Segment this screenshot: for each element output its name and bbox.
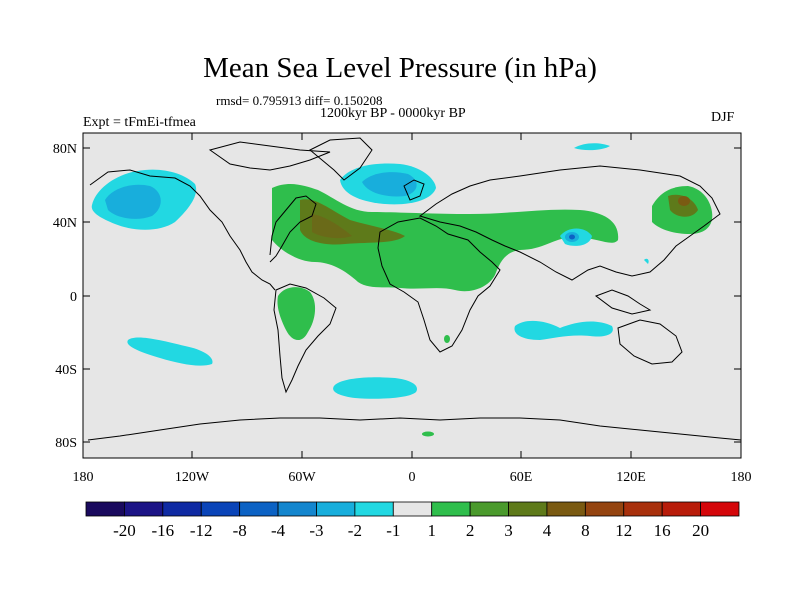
antarctic-small-high: [422, 431, 434, 437]
colorbar-swatch: [162, 501, 202, 517]
lon-ticks: [191, 133, 632, 458]
colorbar-label: 3: [504, 521, 513, 540]
lat-label: 80N: [53, 142, 77, 157]
colorbar-label: -4: [271, 521, 286, 540]
stats-label: rmsd= 0.795913 diff= 0.150208: [216, 93, 383, 108]
south-pacific-low: [127, 337, 213, 366]
indian-ocean-low: [514, 320, 613, 340]
colorbar-label: 2: [466, 521, 475, 540]
colorbar-label: -8: [233, 521, 247, 540]
south-atlantic-low: [333, 377, 418, 399]
colorbar-label: 16: [654, 521, 671, 540]
lat-label: 0: [70, 290, 77, 305]
colorbar-label: 4: [543, 521, 552, 540]
colorbar-label: 1: [427, 521, 436, 540]
pressure-anomaly-field: [87, 137, 741, 441]
colorbar-label: 8: [581, 521, 590, 540]
coast-canada-arctic: [208, 141, 331, 171]
arctic-low: [574, 143, 610, 151]
colorbar-swatch: [354, 501, 394, 517]
coastlines: [87, 137, 741, 441]
lon-label: 120W: [175, 470, 210, 485]
lon-label: 0: [409, 470, 416, 485]
experiment-label: Expt = tFmEi-tfmea: [83, 115, 196, 130]
colorbar-swatch: [661, 501, 701, 517]
colorbar-swatch: [316, 501, 356, 517]
colorbar-swatch: [200, 501, 241, 517]
coast-africa: [377, 217, 501, 353]
coast-greenland: [309, 137, 373, 181]
pacific-small-low: [644, 258, 649, 264]
icelandic-low-core: [362, 172, 417, 197]
colorbar-swatch: [623, 501, 663, 517]
colorbar-swatch: [508, 501, 548, 517]
coast-north-america-east: [269, 195, 317, 263]
colorbar-swatch: [392, 501, 433, 517]
lat-label: 40N: [53, 216, 77, 231]
colorbar-label: -16: [151, 521, 174, 540]
colorbar-label: -1: [386, 521, 400, 540]
colorbar-swatch: [239, 501, 279, 517]
coast-antarctica: [87, 417, 741, 441]
atlantic-high-inner-core: [312, 214, 352, 239]
colorbar-swatch: [700, 501, 740, 517]
japan-high-inner-core: [678, 196, 690, 206]
lon-label: 60W: [288, 470, 316, 485]
colorbar-swatch: [277, 501, 317, 517]
coast-eurasia: [418, 165, 721, 281]
colorbar-label: 20: [692, 521, 709, 540]
colorbar: -20 -16 -12 -8 -4 -3 -2 -1 1 2 3 4 8 12 16 20: [85, 501, 740, 540]
lon-label: 180: [73, 470, 94, 485]
colorbar-label: -2: [348, 521, 362, 540]
colorbar-swatch: [431, 501, 471, 517]
coast-south-america: [273, 283, 337, 394]
coast-australia: [617, 319, 683, 365]
tibet-low-inner-core: [569, 234, 575, 240]
season-label: DJF: [711, 110, 735, 125]
lat-ticks: [83, 147, 741, 443]
lon-label: 60E: [510, 470, 533, 485]
lon-label: 120E: [616, 470, 646, 485]
coast-indonesia: [594, 289, 652, 315]
coast-north-america-west: [89, 169, 276, 291]
colorbar-label: -20: [113, 521, 136, 540]
aleutian-low-core: [105, 184, 161, 219]
lon-label: 180: [731, 470, 752, 485]
lat-label: 80S: [55, 436, 77, 451]
colorbar-swatch: [85, 501, 125, 517]
south-america-high: [277, 287, 316, 341]
map-title: Mean Sea Level Pressure (in hPa): [203, 52, 597, 84]
north-atlantic-eurasia-high: [272, 184, 619, 292]
colorbar-swatch: [584, 501, 625, 517]
africa-small-high: [444, 335, 450, 343]
colorbar-label: -12: [190, 521, 213, 540]
coast-uk-scandinavia: [403, 179, 425, 201]
colorbar-swatch: [469, 501, 509, 517]
colorbar-label: 12: [615, 521, 632, 540]
lat-label: 40S: [55, 363, 77, 378]
colorbar-swatch: [124, 501, 164, 517]
colorbar-label: -3: [309, 521, 323, 540]
period-label: 1200kyr BP - 0000kyr BP: [320, 106, 466, 121]
colorbar-swatch: [546, 501, 586, 517]
